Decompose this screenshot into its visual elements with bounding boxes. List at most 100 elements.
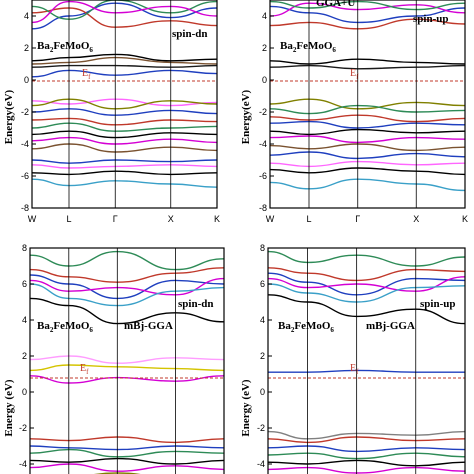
compound-label: Ba2FeMoO6: [37, 320, 93, 334]
band-line-11: [269, 135, 466, 144]
band-line-6: [29, 355, 225, 364]
band-line-3: [269, 0, 466, 11]
y-tick-label: 8: [22, 243, 27, 253]
compound-label: Ba2FeMoO6: [280, 40, 336, 54]
band-line-10: [29, 445, 225, 451]
band-line-3: [31, 0, 218, 24]
y-tick-label: 0: [22, 387, 27, 397]
band-line-12: [269, 143, 466, 152]
panel-top-right: Energy(eV) -8 -6 -4 -2 0 2 4 W L Γ X K GGA+U Ba2Fe…: [240, 0, 468, 224]
y-axis-label: Energy (eV): [240, 379, 252, 436]
k-point-label: X: [413, 214, 419, 224]
y-tick-label: 4: [262, 11, 267, 21]
k-point-label: L: [306, 214, 311, 224]
band-line-10: [267, 452, 466, 460]
y-tick-label: 0: [262, 75, 267, 85]
band-line-16: [31, 159, 218, 164]
band-line-17: [31, 164, 218, 169]
band-line-4: [269, 58, 466, 65]
plot-frame: [31, 0, 218, 209]
band-line-6: [268, 369, 465, 373]
k-point-label: Γ: [355, 214, 360, 224]
band-line-7: [269, 104, 466, 115]
band-line-9: [269, 120, 466, 129]
spin-label: spin-dn: [178, 298, 213, 310]
band-line-1: [29, 267, 225, 283]
band-line-6: [269, 98, 466, 110]
y-tick-label: -8: [259, 203, 267, 213]
spin-label: spin-dn: [172, 28, 207, 40]
fermi-label: Ef: [350, 68, 359, 81]
compound-label: Ba2FeMoO6: [278, 320, 334, 334]
band-line-0: [267, 250, 466, 267]
y-tick-label: -6: [259, 171, 267, 181]
y-axis-label: Energy(eV): [240, 89, 252, 144]
plot-frame: [267, 247, 466, 474]
band-line-0: [29, 250, 225, 271]
y-tick-label: -6: [21, 171, 29, 181]
band-line-0: [31, 2, 218, 30]
k-point-label: W: [266, 214, 275, 224]
band-line-11: [29, 448, 225, 458]
y-tick-label: 0: [24, 75, 29, 85]
plot-frame: [269, 0, 466, 209]
y-tick-label: 6: [260, 279, 265, 289]
y-tick-label: 6: [22, 279, 27, 289]
k-point-label: L: [66, 214, 71, 224]
k-point-label: K: [214, 214, 220, 224]
band-line-13: [31, 130, 218, 139]
band-line-18: [31, 170, 218, 176]
y-tick-label: -2: [259, 107, 267, 117]
band-line-9: [29, 436, 225, 444]
y-tick-label: -8: [21, 203, 29, 213]
band-line-14: [269, 160, 466, 168]
y-tick-label: -4: [19, 459, 27, 469]
band-line-8: [269, 114, 466, 123]
fermi-label: Ef: [350, 363, 359, 376]
k-point-label: W: [28, 214, 37, 224]
band-line-9: [267, 445, 466, 453]
band-line-5: [269, 64, 466, 70]
fermi-label: Ef: [80, 363, 89, 376]
band-line-7: [31, 69, 218, 78]
y-tick-label: -4: [259, 139, 267, 149]
y-tick-label: 4: [24, 11, 29, 21]
band-line-16: [269, 178, 466, 192]
band-line-15: [269, 167, 466, 176]
band-line-7: [29, 364, 225, 372]
y-tick-label: -4: [257, 459, 265, 469]
y-tick-label: -2: [21, 107, 29, 117]
band-line-2: [29, 274, 225, 300]
band-line-8: [29, 375, 225, 384]
y-tick-label: -2: [19, 423, 27, 433]
y-tick-label: 2: [22, 351, 27, 361]
y-tick-label: 2: [262, 43, 267, 53]
band-line-13: [29, 463, 225, 472]
method-label: GGA+U: [316, 0, 355, 9]
band-line-12: [29, 457, 225, 465]
y-tick-label: 2: [260, 351, 265, 361]
y-tick-label: 2: [24, 43, 29, 53]
y-tick-label: -2: [257, 423, 265, 433]
method-label: mBj-GGA: [366, 320, 415, 332]
y-axis-label: Energy (eV): [3, 379, 15, 436]
y-tick-label: 4: [260, 315, 265, 325]
compound-label: Ba2FeMoO6: [37, 40, 93, 54]
band-line-19: [31, 178, 218, 188]
y-tick-label: 4: [22, 315, 27, 325]
y-axis-label: Energy(eV): [3, 89, 15, 144]
band-line-2: [31, 0, 218, 20]
plot-frame: [29, 247, 225, 474]
band-line-12: [267, 466, 466, 474]
band-line-10: [269, 128, 466, 136]
band-line-6: [31, 64, 218, 68]
k-point-label: X: [168, 214, 174, 224]
band-line-13: [269, 151, 466, 160]
band-line-10: [31, 108, 218, 116]
y-tick-label: 0: [260, 387, 265, 397]
fermi-label: Ef: [82, 68, 91, 81]
band-line-11: [267, 459, 466, 467]
y-tick-label: -4: [21, 139, 29, 149]
